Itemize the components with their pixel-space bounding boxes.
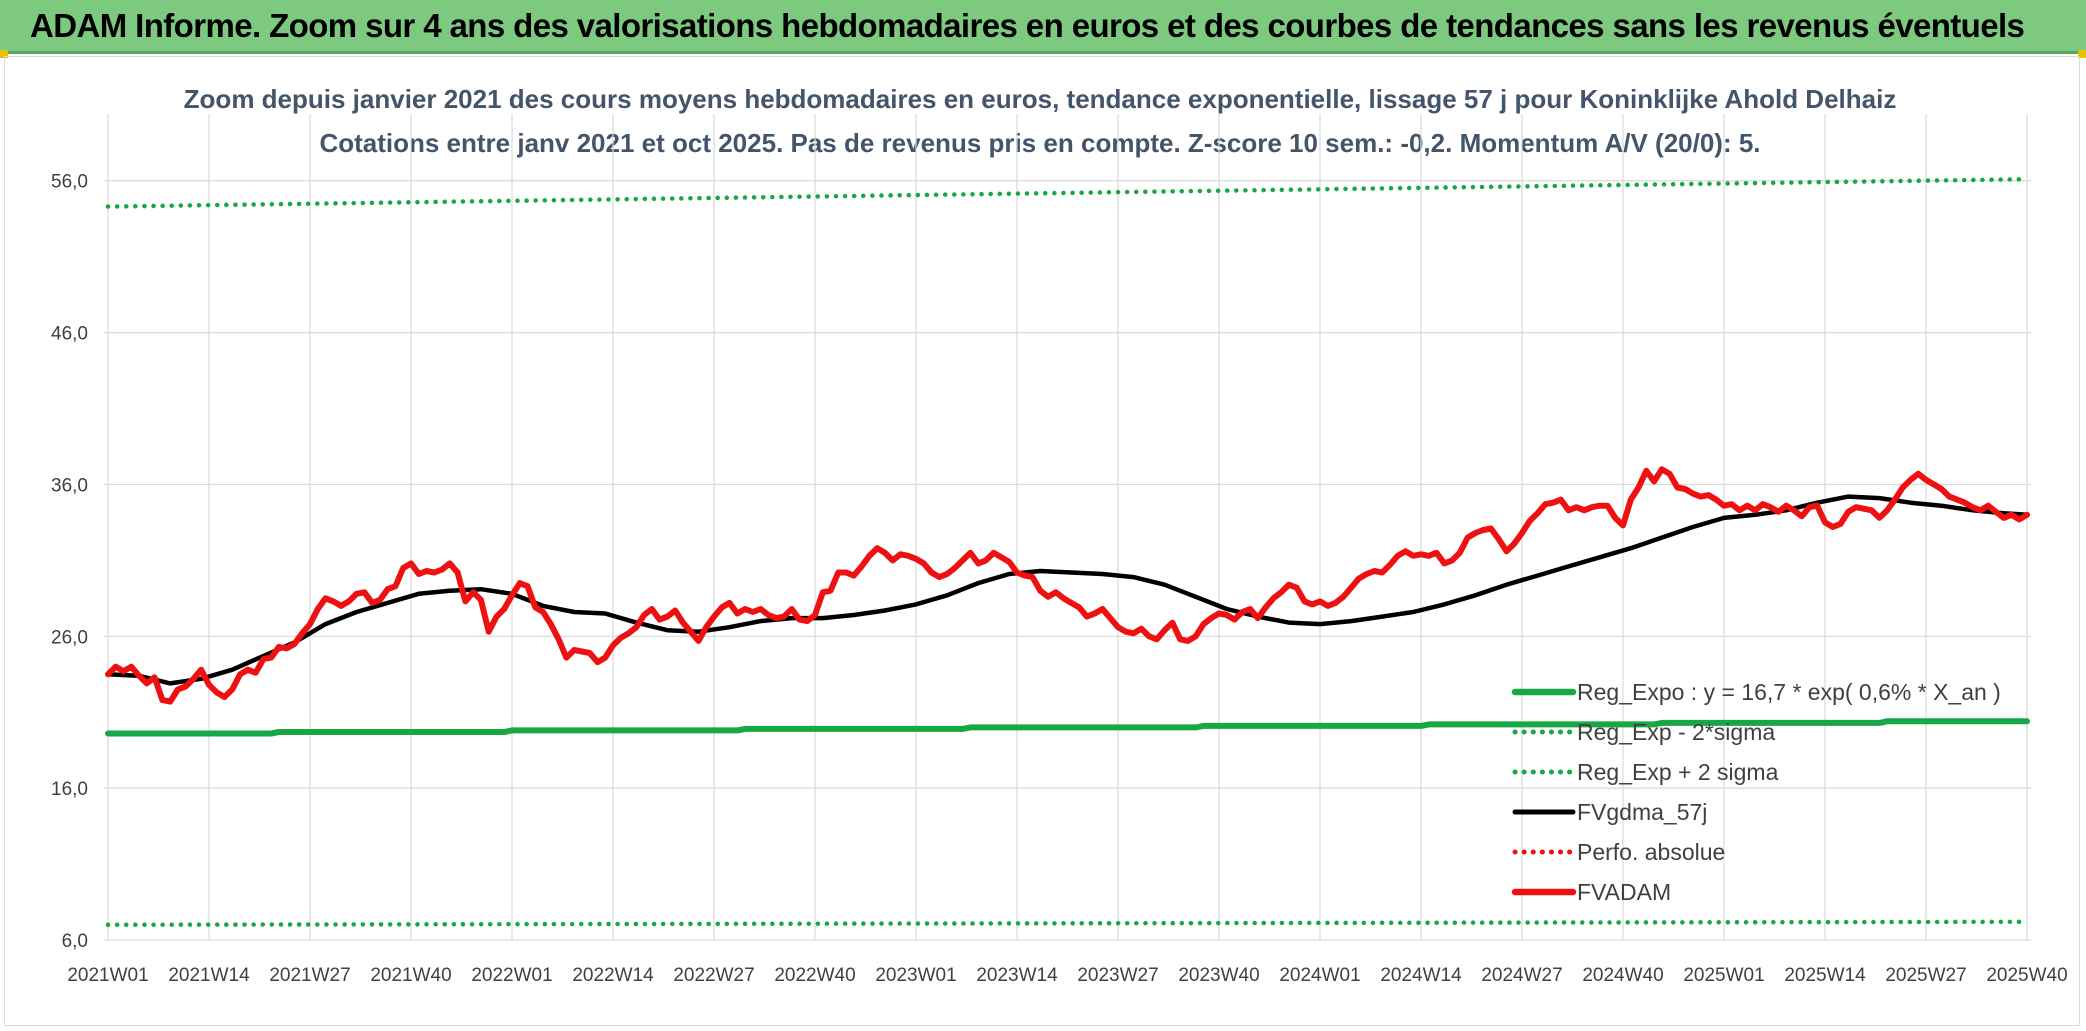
x-tick-label: 2023W14 — [976, 965, 1058, 986]
series-line-5 — [105, 466, 2030, 705]
series-line-2 — [105, 176, 2030, 209]
x-tick-label: 2022W01 — [471, 965, 552, 986]
corner-marker — [0, 50, 8, 58]
series-line-0 — [105, 718, 2030, 737]
x-axis: 2021W01 2021W14 2021W27 2021W40 2022W01 2022W… — [67, 965, 2067, 986]
x-tick-label: 2024W01 — [1279, 965, 1360, 986]
legend-label: Reg_Exp - 2*sigma — [1577, 719, 1775, 745]
x-tick-label: 2022W40 — [774, 965, 855, 986]
x-tick-label: 2024W27 — [1481, 965, 1562, 986]
y-axis: 6,0 16,0 26,0 36,0 46,0 56,0 — [51, 172, 88, 952]
grid — [104, 114, 2031, 941]
x-tick-label: 2021W01 — [67, 965, 148, 986]
legend-label: FVgdma_57j — [1577, 799, 1707, 825]
series-line-1 — [105, 919, 2030, 928]
y-tick-label: 16,0 — [51, 779, 88, 800]
report-banner: ADAM Informe. Zoom sur 4 ans des valoris… — [0, 0, 2086, 54]
x-tick-label: 2023W40 — [1178, 965, 1259, 986]
legend-label: Reg_Exp + 2 sigma — [1577, 759, 1779, 785]
x-tick-label: 2021W27 — [269, 965, 350, 986]
chart-title-line2: Cotations entre janv 2021 et oct 2025. P… — [319, 128, 1760, 158]
x-tick-label: 2024W14 — [1380, 965, 1462, 986]
x-tick-label: 2025W14 — [1784, 965, 1866, 986]
x-tick-label: 2023W01 — [875, 965, 956, 986]
chart-title-line1: Zoom depuis janvier 2021 des cours moyen… — [184, 84, 1897, 114]
y-tick-label: 56,0 — [51, 172, 88, 193]
legend-label: Reg_Expo : y = 16,7 * exp( 0,6% * X_an ) — [1577, 679, 2001, 705]
series-layer — [105, 176, 2030, 928]
x-tick-label: 2025W27 — [1885, 965, 1966, 986]
series-line-3 — [105, 494, 2030, 686]
y-tick-label: 6,0 — [62, 931, 88, 952]
chart-frame — [4, 56, 2080, 1026]
x-tick-label: 2022W27 — [673, 965, 754, 986]
x-tick-label: 2022W14 — [572, 965, 654, 986]
report-title: ADAM Informe. Zoom sur 4 ans des valoris… — [30, 7, 2025, 44]
x-tick-label: 2024W40 — [1582, 965, 1663, 986]
x-tick-label: 2025W01 — [1683, 965, 1764, 986]
y-tick-label: 26,0 — [51, 627, 88, 648]
legend: Reg_Expo : y = 16,7 * exp( 0,6% * X_an )… — [1511, 679, 2001, 905]
y-tick-label: 36,0 — [51, 475, 88, 496]
legend-label: Perfo. absolue — [1577, 839, 1725, 865]
x-tick-label: 2021W40 — [370, 965, 451, 986]
legend-label: FVADAM — [1577, 879, 1671, 905]
x-tick-label: 2025W40 — [1986, 965, 2067, 986]
x-tick-label: 2023W27 — [1077, 965, 1158, 986]
x-tick-label: 2021W14 — [168, 965, 250, 986]
y-tick-label: 46,0 — [51, 324, 88, 345]
corner-marker — [2078, 50, 2086, 58]
